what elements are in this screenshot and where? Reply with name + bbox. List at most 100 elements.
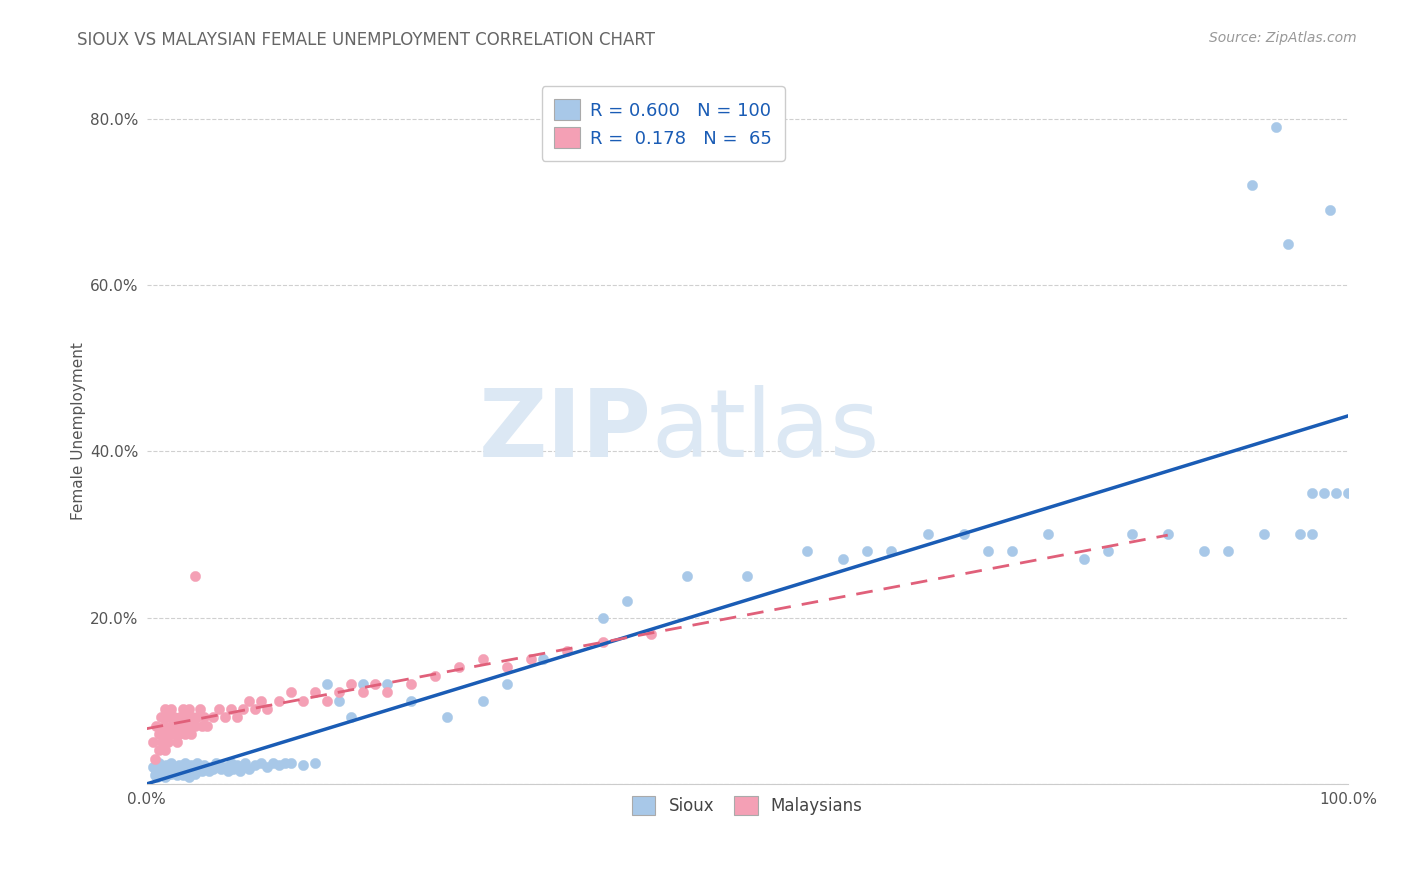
Point: [142, 760, 165, 774]
Point: [1313, 486, 1336, 500]
Point: [205, 756, 228, 770]
Point: [222, 762, 245, 776]
Point: [304, 756, 326, 770]
Point: [184, 766, 207, 780]
Point: [340, 710, 363, 724]
Point: [249, 693, 271, 707]
Point: [340, 677, 363, 691]
Point: [1192, 544, 1215, 558]
Point: [291, 693, 314, 707]
Point: [229, 764, 252, 779]
Point: [159, 756, 181, 770]
Point: [243, 758, 266, 772]
Point: [156, 710, 179, 724]
Point: [676, 569, 699, 583]
Legend: Sioux, Malaysians: Sioux, Malaysians: [621, 786, 873, 825]
Point: [256, 702, 278, 716]
Point: [193, 710, 215, 724]
Point: [267, 758, 290, 772]
Point: [1264, 120, 1286, 135]
Point: [592, 635, 614, 649]
Point: [880, 544, 903, 558]
Point: [328, 693, 350, 707]
Point: [157, 764, 180, 778]
Point: [225, 710, 247, 724]
Point: [180, 727, 202, 741]
Point: [155, 758, 177, 772]
Y-axis label: Female Unemployment: Female Unemployment: [72, 342, 86, 519]
Point: [1301, 527, 1323, 541]
Point: [592, 610, 614, 624]
Point: [163, 710, 186, 724]
Point: [917, 527, 939, 541]
Point: [219, 756, 242, 770]
Point: [472, 652, 495, 666]
Point: [328, 685, 350, 699]
Point: [555, 644, 578, 658]
Point: [796, 544, 818, 558]
Point: [159, 766, 181, 780]
Point: [150, 710, 173, 724]
Point: [159, 702, 181, 716]
Point: [193, 758, 215, 772]
Point: [148, 756, 170, 770]
Point: [280, 685, 302, 699]
Point: [180, 758, 202, 772]
Point: [143, 768, 166, 782]
Point: [145, 718, 167, 732]
Point: [181, 764, 204, 779]
Point: [181, 710, 204, 724]
Point: [155, 727, 177, 741]
Point: [176, 710, 198, 724]
Point: [1324, 486, 1347, 500]
Point: [188, 762, 211, 776]
Point: [153, 702, 176, 716]
Point: [616, 594, 638, 608]
Point: [1097, 544, 1119, 558]
Point: [243, 702, 266, 716]
Point: [472, 693, 495, 707]
Point: [201, 762, 224, 776]
Point: [188, 702, 211, 716]
Point: [1157, 527, 1180, 541]
Point: [225, 758, 247, 772]
Point: [163, 760, 186, 774]
Point: [1121, 527, 1143, 541]
Point: [352, 677, 374, 691]
Point: [167, 727, 190, 741]
Point: [169, 764, 191, 779]
Point: [184, 760, 207, 774]
Point: [152, 718, 174, 732]
Point: [191, 718, 214, 732]
Point: [209, 762, 232, 776]
Point: [152, 760, 174, 774]
Text: SIOUX VS MALAYSIAN FEMALE UNEMPLOYMENT CORRELATION CHART: SIOUX VS MALAYSIAN FEMALE UNEMPLOYMENT C…: [77, 31, 655, 49]
Point: [166, 762, 188, 776]
Point: [375, 685, 398, 699]
Point: [364, 677, 387, 691]
Point: [208, 758, 231, 772]
Point: [1253, 527, 1275, 541]
Point: [214, 760, 236, 774]
Point: [162, 764, 184, 779]
Point: [856, 544, 879, 558]
Point: [146, 770, 169, 784]
Point: [145, 764, 167, 779]
Point: [737, 569, 759, 583]
Point: [167, 758, 190, 772]
Point: [142, 735, 165, 749]
Point: [976, 544, 998, 558]
Point: [150, 735, 173, 749]
Point: [1319, 203, 1341, 218]
Point: [156, 768, 179, 782]
Point: [280, 756, 302, 770]
Point: [238, 762, 260, 776]
Point: [159, 718, 181, 732]
Point: [148, 768, 170, 782]
Point: [166, 735, 188, 749]
Point: [249, 756, 271, 770]
Point: [148, 727, 170, 741]
Text: Source: ZipAtlas.com: Source: ZipAtlas.com: [1209, 31, 1357, 45]
Point: [496, 660, 519, 674]
Point: [436, 710, 458, 724]
